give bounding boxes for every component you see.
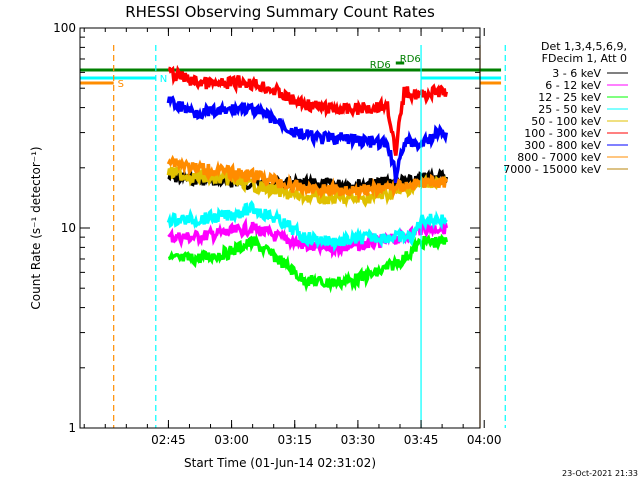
state-flag-label-3: RD6	[370, 60, 391, 71]
legend-label-8: 7000 - 15000 keV	[503, 163, 601, 176]
legend-label-4: 50 - 100 keV	[531, 115, 601, 128]
state-flags: S N RD6 RD6	[80, 54, 502, 90]
x-ticks: 02:45 03:00 03:15 03:30 03:45 04:00	[83, 28, 502, 447]
legend-label-5: 100 - 300 keV	[524, 127, 601, 140]
x-tick-label-1: 03:00	[214, 433, 249, 447]
state-flag-label-1: N	[160, 74, 167, 85]
x-tick-label-2: 03:15	[277, 433, 312, 447]
state-flag-label-0: S	[118, 79, 124, 90]
legend-label-2: 12 - 25 keV	[538, 91, 601, 104]
y-tick-label-2: 100	[53, 21, 76, 35]
x-tick-label-5: 04:00	[467, 433, 502, 447]
legend-header-0: Det 1,3,4,5,6,9,	[541, 40, 627, 53]
legend-label-1: 6 - 12 keV	[545, 79, 601, 92]
legend-label-0: 3 - 6 keV	[552, 67, 601, 80]
series-line-2	[167, 233, 449, 294]
y-axis-label: Count Rate (s⁻¹ detector⁻¹)	[29, 146, 43, 309]
legend-label-7: 800 - 7000 keV	[517, 151, 601, 164]
y-tick-label-1: 10	[61, 221, 76, 235]
x-axis-label: Start Time (01-Jun-14 02:31:02)	[184, 456, 376, 470]
y-tick-label-0: 1	[68, 421, 76, 435]
x-tick-label-0: 02:45	[151, 433, 186, 447]
series-line-7	[166, 154, 448, 202]
series-line-3	[166, 200, 448, 253]
x-tick-label-3: 03:30	[341, 433, 376, 447]
state-flag-label-2: RD6	[400, 54, 421, 65]
series-line-6	[166, 95, 449, 184]
y-ticks: 1 10 100	[53, 21, 480, 435]
timestamp: 23-Oct-2021 21:33	[562, 469, 638, 478]
x-tick-label-4: 03:45	[404, 433, 439, 447]
series-line-5	[167, 64, 449, 156]
chart-title: RHESSI Observing Summary Count Rates	[125, 3, 435, 21]
legend-label-3: 25 - 50 keV	[538, 103, 601, 116]
legend-label-6: 300 - 800 keV	[524, 139, 601, 152]
legend-header-1: FDecim 1, Att 0	[542, 52, 627, 65]
legend: Det 1,3,4,5,6,9,FDecim 1, Att 0 3 - 6 keV…	[503, 40, 628, 176]
series-group	[166, 64, 449, 294]
